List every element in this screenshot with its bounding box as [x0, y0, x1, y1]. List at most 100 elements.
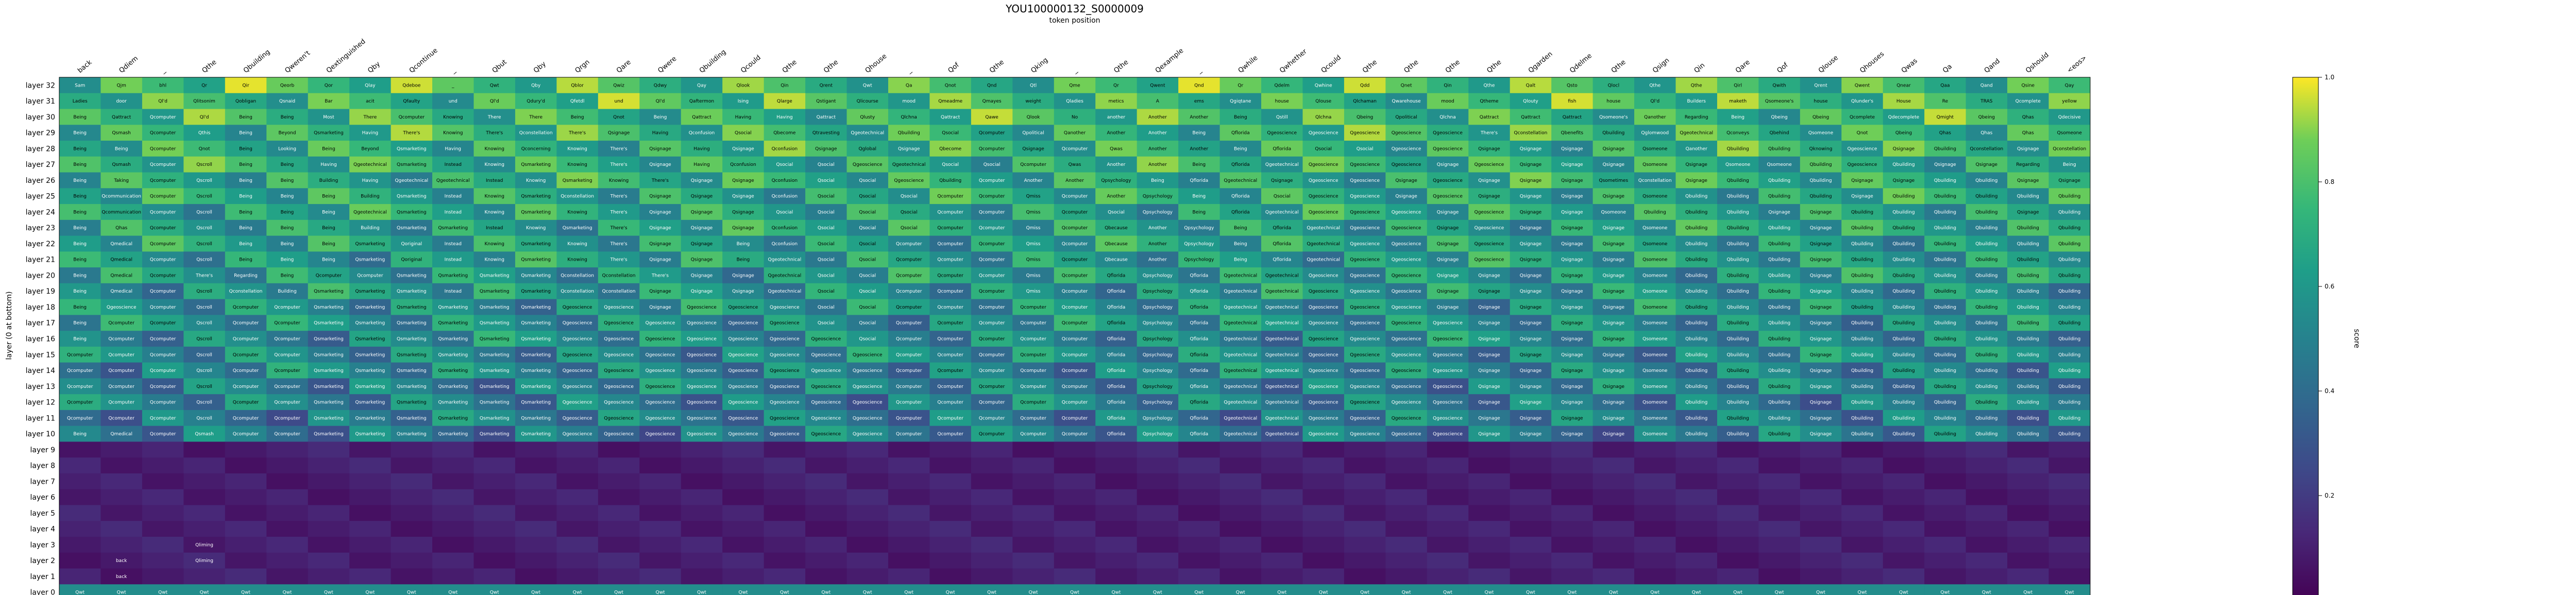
heatmap-cell: [929, 536, 972, 553]
heatmap-cell: [1800, 188, 1842, 205]
heatmap-cell: [2048, 188, 2091, 205]
cell-label: Qgeotechnical: [1224, 321, 1257, 326]
cell-label: Qcomputer: [937, 242, 963, 247]
heatmap-cell: [1841, 219, 1884, 236]
heatmap-cell: [1468, 125, 1511, 141]
cell-label: Qgeotechnical: [1265, 210, 1299, 215]
heatmap-cell: [391, 204, 433, 220]
heatmap-cell: [805, 473, 848, 490]
cell-label: Qbuilding: [1851, 321, 1873, 326]
heatmap-cell: [598, 109, 640, 125]
cell-label: Qflorida: [1190, 273, 1208, 278]
heatmap-cell: [349, 251, 392, 268]
cell-label: Another: [1148, 258, 1167, 263]
cell-label: Building: [278, 289, 297, 294]
cell-label: Qwas: [1110, 146, 1123, 151]
cell-label: Qnot: [613, 115, 624, 120]
heatmap-cell: [1717, 457, 1759, 474]
cell-label: Qbuilding: [1727, 273, 1749, 278]
heatmap-cell: [2048, 219, 2091, 236]
heatmap-cell: [2007, 568, 2049, 585]
cell-label: Qhas: [1980, 131, 1992, 136]
heatmap-cell: [1634, 552, 1676, 569]
cell-label: Qblor: [571, 83, 584, 88]
heatmap-cell: [1344, 267, 1386, 284]
cell-label: Qrent: [820, 83, 833, 88]
cell-label: Qgeotechnical: [395, 178, 428, 183]
heatmap-cell: [1095, 473, 1138, 490]
heatmap-cell: [515, 267, 557, 284]
heatmap-cell: [764, 204, 806, 220]
heatmap-cell: [100, 299, 143, 315]
cell-label: Qsignage: [1686, 162, 1708, 167]
cell-label: Qcomputer: [937, 321, 963, 326]
cell-label: Re: [1942, 99, 1948, 104]
cell-label: acit: [366, 99, 375, 104]
x-tick-label: _: [159, 66, 167, 75]
heatmap-cell: [1924, 521, 1967, 537]
cell-label: Qcomputer: [1020, 416, 1046, 421]
heatmap-cell: [681, 125, 723, 141]
cell-label: Qflorida: [1190, 337, 1208, 342]
cell-label: Another: [1148, 242, 1167, 247]
heatmap-cell: [432, 141, 474, 157]
cell-label: Qgeoscience: [811, 416, 841, 421]
heatmap-cell: [1510, 473, 1552, 490]
cell-label: Qattract: [1480, 115, 1499, 120]
heatmap-cell: [1634, 521, 1676, 537]
cell-label: Qgeoscience: [1309, 289, 1338, 294]
heatmap-cell: [391, 283, 433, 300]
heatmap-cell: [2007, 267, 2049, 284]
cell-label: Qcomputer: [274, 352, 300, 358]
cell-label: Qbuilding: [1727, 321, 1749, 326]
cell-label: Regarding: [1685, 115, 1708, 120]
heatmap-cell: [639, 505, 682, 521]
cell-label: Qsmash: [112, 131, 130, 136]
cell-label: Qscroll: [196, 178, 212, 183]
cell-label: Instead: [486, 226, 503, 231]
heatmap-cell: [1012, 109, 1055, 125]
heatmap-cell: [1883, 93, 1925, 110]
cell-label: Qbuilding: [1768, 432, 1790, 437]
heatmap-cell: [1717, 441, 1759, 458]
heatmap-cell: [100, 219, 143, 236]
heatmap-cell: [1385, 283, 1428, 300]
heatmap-cell: [888, 552, 930, 569]
cell-label: Qconstellation: [602, 289, 636, 294]
cell-label: Qsignage: [1810, 305, 1832, 310]
cell-label: Qpsychology: [1143, 416, 1173, 421]
heatmap-cell: [846, 552, 889, 569]
cell-label: Qsomeone: [1642, 321, 1668, 326]
cell-label: Qgeoscience: [1433, 384, 1463, 389]
heatmap-cell: [888, 267, 930, 284]
heatmap-cell: [1924, 219, 1967, 236]
cell-label: Qsmarketing: [355, 321, 385, 326]
cell-label: Knowing: [485, 258, 504, 263]
heatmap-cell: [1385, 156, 1428, 173]
heatmap-cell: [1095, 77, 1138, 94]
heatmap-cell: [142, 251, 184, 268]
cell-label: Qglobal: [858, 146, 876, 151]
cell-label: Qbuilding: [1934, 146, 1956, 151]
heatmap-cell: [1012, 489, 1055, 505]
heatmap-cell: [308, 235, 350, 252]
cell-label: another: [1107, 115, 1125, 120]
heatmap-cell: [473, 267, 516, 284]
heatmap-cell: [432, 552, 474, 569]
heatmap-cell: [1841, 172, 1884, 189]
cell-label: Qwt: [324, 590, 333, 595]
heatmap-cell: [1510, 172, 1552, 189]
cell-label: Qbuilding: [1934, 416, 1956, 421]
cell-label: Qcomputer: [1062, 337, 1088, 342]
colorbar-tick-label: 0.6: [2325, 283, 2334, 290]
cell-label: Qbuilding: [1768, 273, 1790, 278]
cell-label: Qsmarketing: [438, 337, 468, 342]
heatmap-cell: [432, 172, 474, 189]
heatmap-cell: [722, 219, 765, 236]
heatmap-cell: [183, 489, 226, 505]
cell-label: A: [1156, 99, 1160, 104]
cell-label: Qbuilding: [1892, 400, 1914, 405]
cell-label: Qcomputer: [150, 242, 176, 247]
cell-label: Being: [1193, 194, 1206, 199]
cell-label: Instead: [445, 258, 462, 263]
